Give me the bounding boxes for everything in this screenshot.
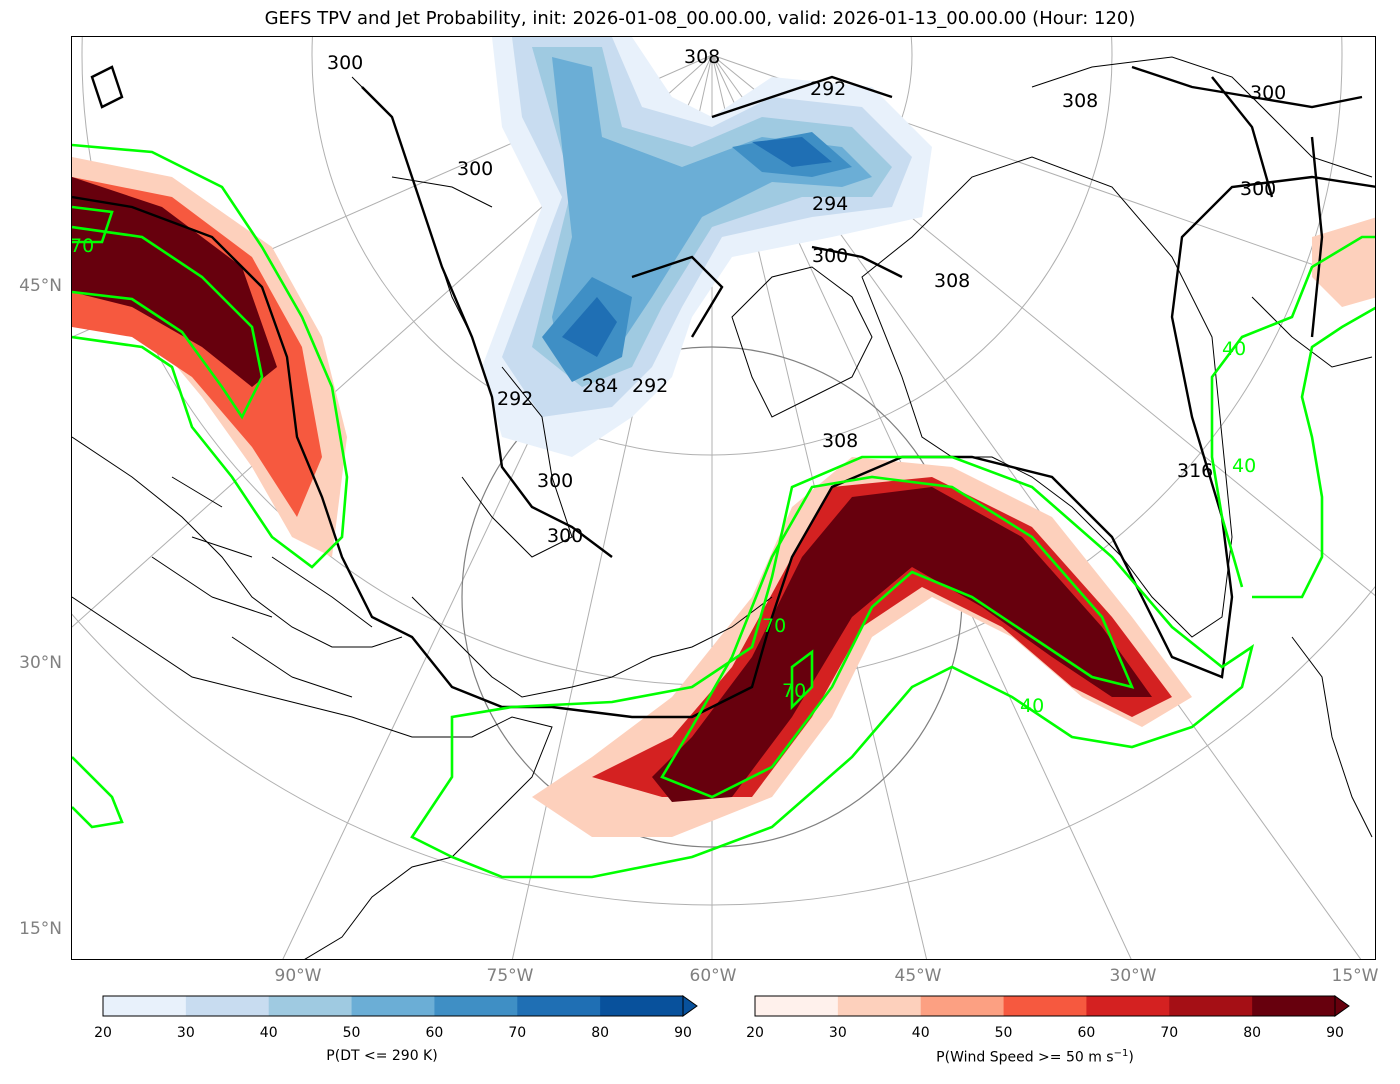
colorbar-blue-tick-label: 50 [342,1025,361,1041]
latitude-label: 15°N [19,919,62,939]
colorbar-blue-cell [434,996,518,1016]
colorbar-blue-tick-label: 40 [259,1025,278,1041]
colorbar-red-cell [920,996,1005,1016]
contour-label: 300 [457,158,493,180]
colorbar-red-cell [755,996,839,1016]
colorbar-blue-cell [600,996,684,1016]
colorbar-blue-cell [268,996,353,1016]
contour-label: 316 [1177,460,1213,482]
contour-label: 300 [812,245,848,267]
colorbar-red-cell [1252,996,1336,1016]
longitude-label: 90°W [274,966,322,986]
colorbar-red [754,995,1350,1017]
colorbar-blue-tick-label: 20 [94,1025,112,1041]
longitude-label: 30°W [1109,966,1157,986]
figure-title: GEFS TPV and Jet Probability, init: 2026… [264,8,1136,29]
colorbar-red-tick-label: 30 [828,1025,847,1041]
contour-label: 40 [1020,695,1044,717]
colorbar-blue-tick-label: 60 [425,1025,444,1041]
colorbar-red-tick-label: 50 [994,1025,1013,1041]
colorbar-blue [102,995,698,1017]
contour-label: 70 [782,680,806,702]
contour-label: 70 [72,235,94,257]
contour-label: 300 [537,470,573,492]
contour-labels-green: 70 40 40 70 70 40 [72,235,1256,717]
colorbar-blue-tick-label: 70 [508,1025,527,1041]
contour-label: 300 [327,52,363,74]
contour-label: 300 [1240,178,1276,200]
colorbar-red-tick-label: 60 [1077,1025,1096,1041]
colorbar-red-tick-label: 80 [1243,1025,1262,1041]
contour-label: 40 [1232,455,1256,477]
contour-label: 292 [632,375,668,397]
colorbar-blue-cell [185,996,270,1016]
theta-contours [72,65,1375,719]
colorbar-red-tick-label: 20 [746,1025,764,1041]
longitude-label: 15°W [1331,966,1379,986]
contour-label: 308 [822,430,858,452]
latitude-label: 45°N [19,276,62,296]
colorbar-red-tick-label: 90 [1326,1025,1344,1041]
colorbar-red-cell [837,996,922,1016]
contour-label: 292 [497,388,533,410]
longitude-label: 60°W [689,966,737,986]
colorbar-blue-cell [517,996,601,1016]
colorbar-blue-label: P(DT <= 290 K) [326,1048,438,1064]
jet-probability-fill [72,157,1375,837]
colorbar-blue-tick-label: 90 [674,1025,692,1041]
colorbar-blue-cell [351,996,435,1016]
map-canvas: 300 308 292 300 294 300 300 308 292 284 … [72,37,1375,959]
contour-label: 294 [812,193,848,215]
colorbar-blue-cell [103,996,187,1016]
colorbar-blue-tick-label: 30 [176,1025,195,1041]
tpv-probability-fill [482,37,932,457]
jet-isotachs [72,143,1375,879]
colorbar-blue-tick-label: 80 [591,1025,610,1041]
contour-label: 308 [934,270,970,292]
contour-label: 292 [810,78,846,100]
contour-label: 300 [547,525,583,547]
colorbar-red-cell [1169,996,1253,1016]
longitude-label: 45°W [894,966,942,986]
contour-label: 300 [1250,82,1286,104]
colorbar-red-cell [1003,996,1087,1016]
colorbar-red-tick-label: 40 [911,1025,930,1041]
contour-label: 40 [1222,338,1246,360]
contour-label: 70 [762,615,786,637]
contour-labels-black: 300 308 292 300 294 300 300 308 292 284 … [327,46,1286,547]
map-panel: 300 308 292 300 294 300 300 308 292 284 … [71,36,1376,960]
longitude-label: 75°W [486,966,534,986]
contour-label: 308 [1062,90,1098,112]
colorbar-red-cell [1086,996,1170,1016]
contour-label: 308 [684,46,720,68]
latitude-label: 30°N [19,653,62,673]
colorbar-red-label: P(Wind Speed >= 50 m s−1) [936,1048,1134,1066]
contour-label: 284 [582,375,618,397]
colorbar-red-tick-label: 70 [1160,1025,1179,1041]
